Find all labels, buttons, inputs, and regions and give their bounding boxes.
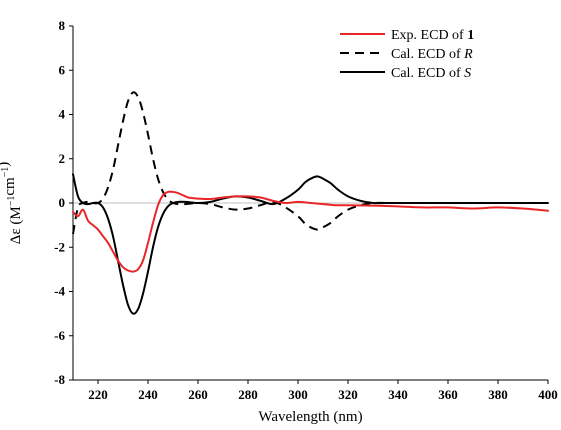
y-tick-label: 4: [59, 107, 66, 122]
x-tick-label: 400: [538, 387, 558, 402]
y-axis-label: Δε (M−1cm−1): [0, 162, 24, 245]
legend-entry-text: Cal. ECD of: [391, 47, 464, 62]
y-tick-label: 2: [59, 151, 66, 166]
legend-entry-compound: R: [463, 47, 473, 62]
legend-entry: Cal. ECD of R: [391, 47, 473, 62]
series-line-exp-ecd-of-1: [72, 190, 549, 273]
legend-entry-text: Exp. ECD of: [391, 28, 467, 43]
x-tick-label: 240: [138, 387, 158, 402]
series-line-cal-ecd-of-s: [72, 173, 549, 315]
x-tick-label: 280: [238, 387, 258, 402]
x-tick-label: 360: [438, 387, 458, 402]
x-tick-label: 340: [388, 387, 408, 402]
y-tick-label: -4: [54, 284, 65, 299]
y-axis-label-part: Δε (M: [8, 206, 24, 244]
y-tick-label: 6: [59, 62, 66, 77]
y-tick-label: -8: [54, 372, 65, 387]
legend-entry-text: Cal. ECD of: [391, 66, 464, 81]
y-tick-label: 8: [59, 18, 66, 33]
y-axis-label-part: cm: [2, 177, 18, 196]
y-axis-label-part: −1: [6, 196, 17, 207]
legend-entry: Exp. ECD of 1: [391, 28, 474, 43]
y-tick-label: -2: [54, 239, 65, 254]
x-tick-label: 220: [88, 387, 108, 402]
y-axis-label-part: −1: [0, 167, 11, 178]
x-tick-label: 320: [338, 387, 358, 402]
series-layer: [72, 91, 549, 315]
legend-entry: Cal. ECD of S: [391, 66, 471, 81]
x-tick-label: 380: [488, 387, 508, 402]
y-tick-label: 0: [59, 195, 66, 210]
axes: -8 -6 -4 -2 0 2 4 6 8 220 240 260 280 300 320 340 360 380…: [54, 18, 558, 402]
x-axis-label: Wavelength (nm): [258, 409, 362, 425]
x-tick-label: 260: [188, 387, 208, 402]
x-tick-label: 300: [288, 387, 308, 402]
legend-entry-compound: 1: [467, 28, 474, 43]
y-tick-label: -6: [54, 328, 65, 343]
legend-entry-compound: S: [464, 66, 471, 81]
y-axis-label-part: ): [0, 162, 12, 167]
series-line-cal-ecd-of-r: [72, 91, 548, 235]
